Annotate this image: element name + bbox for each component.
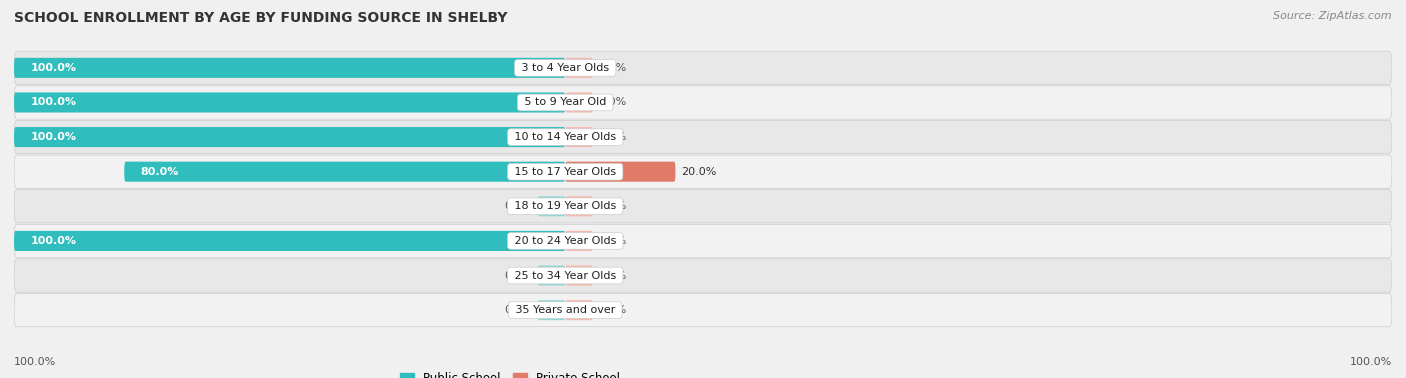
FancyBboxPatch shape <box>565 127 593 147</box>
Text: 0.0%: 0.0% <box>503 271 531 280</box>
FancyBboxPatch shape <box>565 58 593 78</box>
Text: 3 to 4 Year Olds: 3 to 4 Year Olds <box>517 63 613 73</box>
Text: 100.0%: 100.0% <box>31 132 76 142</box>
FancyBboxPatch shape <box>14 155 1392 188</box>
Text: 0.0%: 0.0% <box>599 98 627 107</box>
Text: 0.0%: 0.0% <box>599 271 627 280</box>
Text: 100.0%: 100.0% <box>14 357 56 367</box>
Text: 100.0%: 100.0% <box>31 98 76 107</box>
Text: 10 to 14 Year Olds: 10 to 14 Year Olds <box>510 132 620 142</box>
FancyBboxPatch shape <box>14 190 1392 223</box>
Text: SCHOOL ENROLLMENT BY AGE BY FUNDING SOURCE IN SHELBY: SCHOOL ENROLLMENT BY AGE BY FUNDING SOUR… <box>14 11 508 25</box>
FancyBboxPatch shape <box>14 51 1392 84</box>
Text: 25 to 34 Year Olds: 25 to 34 Year Olds <box>510 271 620 280</box>
Text: 100.0%: 100.0% <box>31 63 76 73</box>
FancyBboxPatch shape <box>14 259 1392 292</box>
FancyBboxPatch shape <box>537 196 565 216</box>
FancyBboxPatch shape <box>537 300 565 320</box>
FancyBboxPatch shape <box>565 162 675 182</box>
FancyBboxPatch shape <box>565 93 593 113</box>
FancyBboxPatch shape <box>14 93 565 113</box>
Text: 18 to 19 Year Olds: 18 to 19 Year Olds <box>510 201 620 211</box>
FancyBboxPatch shape <box>565 265 593 285</box>
Text: 100.0%: 100.0% <box>31 236 76 246</box>
FancyBboxPatch shape <box>565 196 593 216</box>
FancyBboxPatch shape <box>14 294 1392 327</box>
FancyBboxPatch shape <box>124 162 565 182</box>
Legend: Public School, Private School: Public School, Private School <box>395 367 626 378</box>
Text: 0.0%: 0.0% <box>599 201 627 211</box>
FancyBboxPatch shape <box>537 265 565 285</box>
Text: 0.0%: 0.0% <box>599 132 627 142</box>
Text: 20 to 24 Year Olds: 20 to 24 Year Olds <box>510 236 620 246</box>
FancyBboxPatch shape <box>14 231 565 251</box>
Text: 80.0%: 80.0% <box>141 167 179 177</box>
Text: 0.0%: 0.0% <box>503 201 531 211</box>
FancyBboxPatch shape <box>565 300 593 320</box>
FancyBboxPatch shape <box>14 224 1392 257</box>
FancyBboxPatch shape <box>565 231 593 251</box>
Text: 35 Years and over: 35 Years and over <box>512 305 619 315</box>
Text: 0.0%: 0.0% <box>599 305 627 315</box>
FancyBboxPatch shape <box>14 86 1392 119</box>
Text: Source: ZipAtlas.com: Source: ZipAtlas.com <box>1274 11 1392 21</box>
Text: 0.0%: 0.0% <box>599 63 627 73</box>
FancyBboxPatch shape <box>14 121 1392 154</box>
FancyBboxPatch shape <box>14 58 565 78</box>
Text: 0.0%: 0.0% <box>599 236 627 246</box>
Text: 15 to 17 Year Olds: 15 to 17 Year Olds <box>510 167 620 177</box>
FancyBboxPatch shape <box>14 127 565 147</box>
Text: 5 to 9 Year Old: 5 to 9 Year Old <box>520 98 610 107</box>
Text: 0.0%: 0.0% <box>503 305 531 315</box>
Text: 20.0%: 20.0% <box>681 167 716 177</box>
Text: 100.0%: 100.0% <box>1350 357 1392 367</box>
